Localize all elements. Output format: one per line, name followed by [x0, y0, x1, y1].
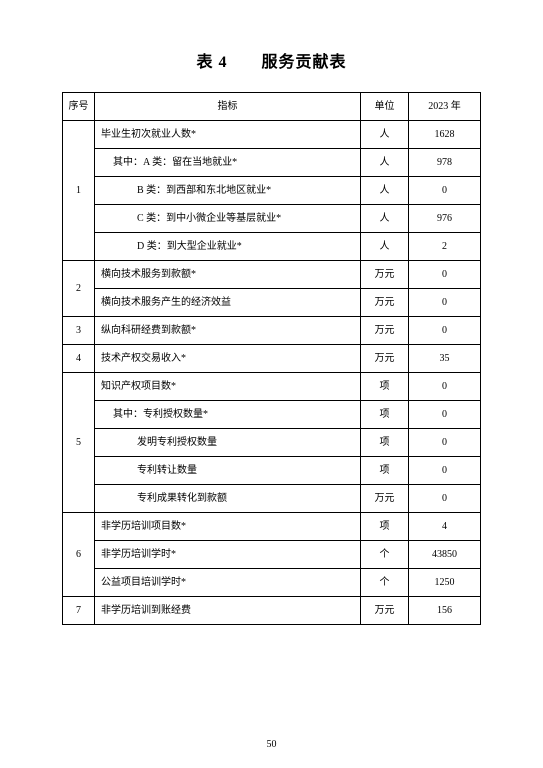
indicator-cell: D 类：到大型企业就业* — [95, 233, 361, 261]
seq-cell: 6 — [63, 513, 95, 597]
value-cell: 0 — [409, 457, 481, 485]
indicator-cell: B 类：到西部和东北地区就业* — [95, 177, 361, 205]
unit-cell: 个 — [361, 569, 409, 597]
header-indicator: 指标 — [95, 93, 361, 121]
value-cell: 1628 — [409, 121, 481, 149]
value-cell: 0 — [409, 373, 481, 401]
value-cell: 0 — [409, 317, 481, 345]
value-cell: 0 — [409, 401, 481, 429]
indicator-cell: 横向技术服务到款额* — [95, 261, 361, 289]
unit-cell: 人 — [361, 121, 409, 149]
unit-cell: 万元 — [361, 317, 409, 345]
indicator-cell: 技术产权交易收入* — [95, 345, 361, 373]
unit-cell: 项 — [361, 429, 409, 457]
unit-cell: 万元 — [361, 345, 409, 373]
value-cell: 0 — [409, 261, 481, 289]
header-year: 2023 年 — [409, 93, 481, 121]
table-row: 专利成果转化到款额万元0 — [63, 485, 481, 513]
unit-cell: 万元 — [361, 289, 409, 317]
indicator-cell: 纵向科研经费到款额* — [95, 317, 361, 345]
document-page: 表 4 服务贡献表 序号 指标 单位 2023 年 1毕业生初次就业人数*人16… — [0, 0, 543, 768]
indicator-cell: 毕业生初次就业人数* — [95, 121, 361, 149]
table-title: 表 4 服务贡献表 — [62, 48, 481, 72]
table-row: 1毕业生初次就业人数*人1628 — [63, 121, 481, 149]
value-cell: 35 — [409, 345, 481, 373]
value-cell: 1250 — [409, 569, 481, 597]
table-row: B 类：到西部和东北地区就业*人0 — [63, 177, 481, 205]
indicator-cell: 知识产权项目数* — [95, 373, 361, 401]
unit-cell: 万元 — [361, 485, 409, 513]
table-row: 2横向技术服务到款额*万元0 — [63, 261, 481, 289]
table-row: D 类：到大型企业就业*人2 — [63, 233, 481, 261]
indicator-cell: C 类：到中小微企业等基层就业* — [95, 205, 361, 233]
header-seq: 序号 — [63, 93, 95, 121]
service-contribution-table: 序号 指标 单位 2023 年 1毕业生初次就业人数*人1628其中：A 类：留… — [62, 92, 481, 625]
table-row: 非学历培训学时*个43850 — [63, 541, 481, 569]
table-row: 6非学历培训项目数*项4 — [63, 513, 481, 541]
table-row: 5知识产权项目数*项0 — [63, 373, 481, 401]
indicator-cell: 非学历培训学时* — [95, 541, 361, 569]
table-row: 专利转让数量项0 — [63, 457, 481, 485]
seq-cell: 5 — [63, 373, 95, 513]
value-cell: 0 — [409, 485, 481, 513]
unit-cell: 人 — [361, 233, 409, 261]
unit-cell: 人 — [361, 177, 409, 205]
indicator-cell: 公益项目培训学时* — [95, 569, 361, 597]
unit-cell: 万元 — [361, 261, 409, 289]
indicator-cell: 横向技术服务产生的经济效益 — [95, 289, 361, 317]
table-row: 横向技术服务产生的经济效益万元0 — [63, 289, 481, 317]
unit-cell: 万元 — [361, 597, 409, 625]
value-cell: 978 — [409, 149, 481, 177]
table-row: 4技术产权交易收入*万元35 — [63, 345, 481, 373]
unit-cell: 人 — [361, 149, 409, 177]
indicator-cell: 非学历培训项目数* — [95, 513, 361, 541]
table-row: 其中：A 类：留在当地就业*人978 — [63, 149, 481, 177]
unit-cell: 项 — [361, 373, 409, 401]
indicator-cell: 发明专利授权数量 — [95, 429, 361, 457]
table-row: C 类：到中小微企业等基层就业*人976 — [63, 205, 481, 233]
value-cell: 4 — [409, 513, 481, 541]
table-row: 发明专利授权数量项0 — [63, 429, 481, 457]
indicator-cell: 其中：专利授权数量* — [95, 401, 361, 429]
unit-cell: 项 — [361, 457, 409, 485]
value-cell: 2 — [409, 233, 481, 261]
indicator-cell: 其中：A 类：留在当地就业* — [95, 149, 361, 177]
unit-cell: 项 — [361, 513, 409, 541]
unit-cell: 个 — [361, 541, 409, 569]
seq-cell: 1 — [63, 121, 95, 261]
indicator-cell: 专利转让数量 — [95, 457, 361, 485]
seq-cell: 4 — [63, 345, 95, 373]
indicator-cell: 专利成果转化到款额 — [95, 485, 361, 513]
value-cell: 156 — [409, 597, 481, 625]
table-header-row: 序号 指标 单位 2023 年 — [63, 93, 481, 121]
seq-cell: 7 — [63, 597, 95, 625]
table-row: 3纵向科研经费到款额*万元0 — [63, 317, 481, 345]
seq-cell: 2 — [63, 261, 95, 317]
unit-cell: 项 — [361, 401, 409, 429]
value-cell: 0 — [409, 177, 481, 205]
page-number: 50 — [0, 739, 543, 750]
header-unit: 单位 — [361, 93, 409, 121]
table-body: 1毕业生初次就业人数*人1628其中：A 类：留在当地就业*人978B 类：到西… — [63, 121, 481, 625]
unit-cell: 人 — [361, 205, 409, 233]
value-cell: 0 — [409, 429, 481, 457]
indicator-cell: 非学历培训到账经费 — [95, 597, 361, 625]
table-row: 公益项目培训学时*个1250 — [63, 569, 481, 597]
table-row: 7非学历培训到账经费万元156 — [63, 597, 481, 625]
seq-cell: 3 — [63, 317, 95, 345]
table-row: 其中：专利授权数量*项0 — [63, 401, 481, 429]
value-cell: 0 — [409, 289, 481, 317]
value-cell: 976 — [409, 205, 481, 233]
value-cell: 43850 — [409, 541, 481, 569]
